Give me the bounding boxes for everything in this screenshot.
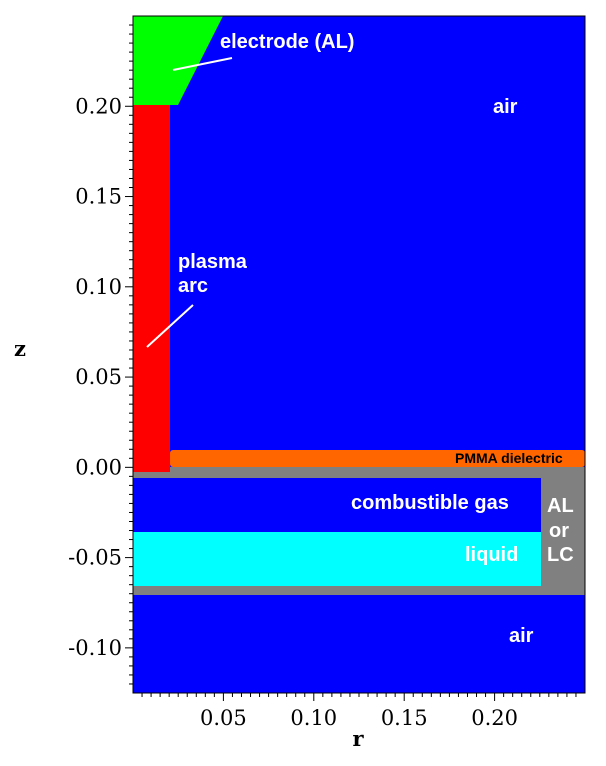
liquid-label: liquid: [465, 544, 518, 566]
x-tick-label: 0.05: [200, 706, 247, 730]
x-tick-label: 0.20: [471, 706, 518, 730]
y-tick-label: 0.10: [75, 275, 122, 299]
region-pmma-dielectric: [170, 450, 585, 467]
region-liquid: [133, 532, 541, 586]
plasma-leader-line: [146, 304, 194, 348]
y-tick-label: 0.00: [75, 455, 122, 479]
y-tick-label: -0.10: [68, 636, 122, 660]
electrode-label: electrode (AL): [220, 31, 354, 53]
axis-ticks: [125, 24, 577, 701]
air-top-label: air: [493, 96, 518, 118]
electrode-leader-line: [172, 57, 233, 71]
y-tick-label: 0.15: [75, 185, 122, 209]
axis-tick-labels: 0.05 0.10 0.15 0.20 0.20 0.15 0.10 0.05 0.00 -0.0…: [68, 94, 518, 730]
x-tick-label: 0.10: [290, 706, 337, 730]
region-combustible-gas: [133, 478, 541, 532]
air-bottom-label: air: [509, 625, 534, 647]
plasma-label-line2: arc: [178, 275, 208, 297]
wall-label-line3: LC: [547, 544, 574, 566]
y-axis-title: z: [14, 336, 26, 361]
gas-label: combustible gas: [351, 492, 509, 514]
region-air-bottom: [133, 595, 585, 693]
dielectric-label: PMMA dielectric: [455, 450, 563, 466]
region-plasma-arc: [133, 105, 170, 472]
plot-area: electrode (AL) air plasma arc PMMA diele…: [132, 15, 586, 694]
plasma-label-line1: plasma: [178, 251, 248, 273]
y-tick-label: 0.05: [75, 365, 122, 389]
region-plasma-lower: [133, 467, 170, 472]
y-tick-label: -0.05: [68, 546, 122, 570]
wall-label-line1: AL: [547, 495, 574, 517]
region-electrode: [133, 16, 223, 105]
y-tick-label: 0.20: [75, 94, 122, 118]
x-tick-label: 0.15: [381, 706, 428, 730]
wall-label-line2: or: [549, 520, 569, 542]
x-axis-title: r: [352, 726, 364, 751]
